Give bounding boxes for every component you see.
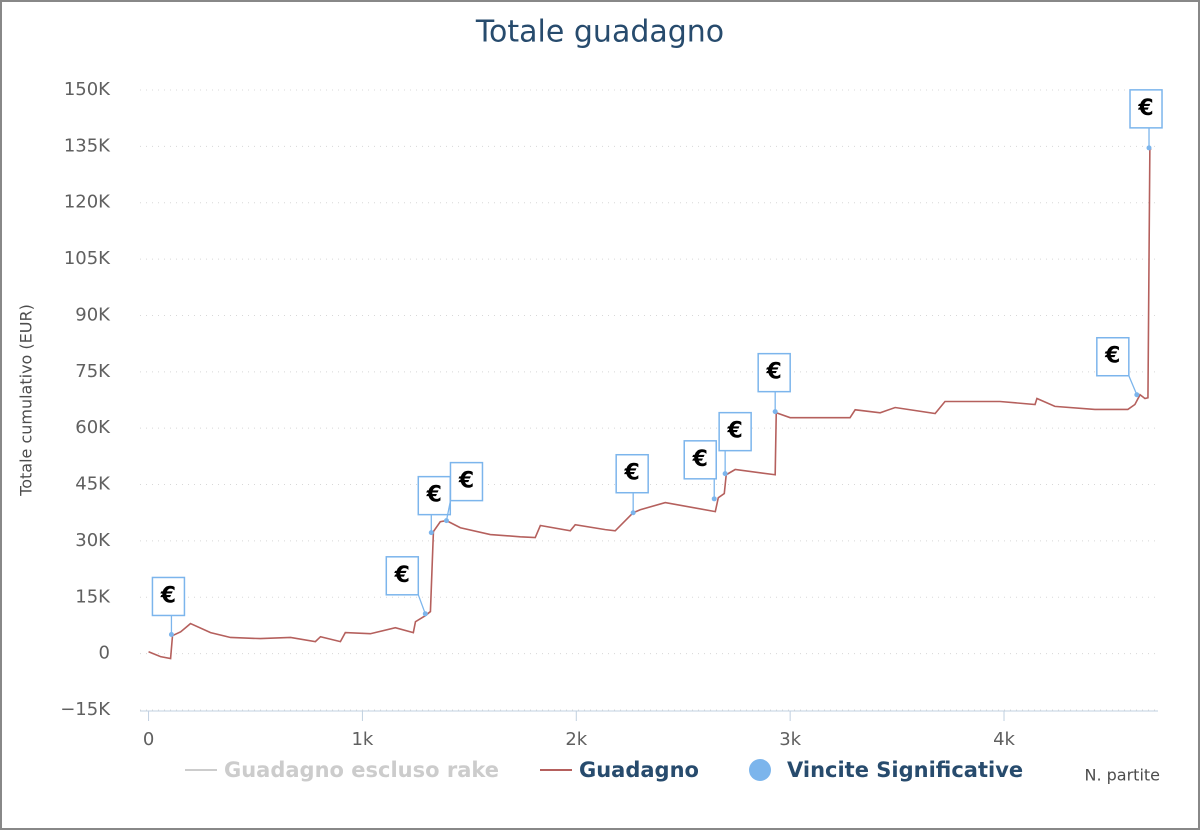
flag-box <box>449 461 484 502</box>
legend-item[interactable]: Vincite Significative <box>749 758 1023 782</box>
flag-box <box>151 576 186 617</box>
scatter-point <box>422 611 428 617</box>
scatter-point <box>630 510 636 516</box>
scatter-point <box>443 518 449 524</box>
y-tick-label: 0 <box>99 643 110 664</box>
x-tick-label: 4k <box>993 729 1015 750</box>
flag-box <box>385 556 420 596</box>
flag-box <box>683 440 717 480</box>
flag-label: € <box>692 447 708 472</box>
flag-connector <box>445 500 452 521</box>
scatter-point <box>722 471 728 477</box>
flag-label: € <box>624 461 640 486</box>
scatter-point <box>772 409 778 415</box>
legend-label: Guadagno escluso rake <box>224 758 499 782</box>
y-tick-label: 150K <box>64 79 111 100</box>
y-tick-label: 45K <box>75 474 111 495</box>
scatter-point <box>711 496 717 502</box>
y-tick-label: 15K <box>75 586 111 607</box>
legend-label: Guadagno <box>579 758 699 782</box>
y-axis-title: Totale cumulativo (EUR) <box>17 304 36 497</box>
scatter-point <box>1146 145 1152 151</box>
legend-label: Vincite Significative <box>787 758 1023 782</box>
flag-label: € <box>426 483 442 508</box>
flag-label: € <box>160 583 176 608</box>
scatter-point <box>1134 392 1140 398</box>
flag-connector <box>417 594 426 615</box>
x-tick-label: 2k <box>565 729 587 750</box>
flag-label: € <box>1137 96 1153 121</box>
flag-box <box>417 475 452 516</box>
flag-label: € <box>1104 344 1120 369</box>
flag-label: € <box>766 360 782 385</box>
scatter-point <box>168 631 174 637</box>
flag-box <box>615 453 649 494</box>
flag-label: € <box>394 563 410 588</box>
legend-symbol <box>749 759 771 781</box>
flag-box <box>757 352 791 393</box>
legend-item[interactable]: Guadagno escluso rake <box>185 758 499 782</box>
x-tick-label: 3k <box>779 729 801 750</box>
y-tick-label: −15K <box>60 699 111 720</box>
y-tick-label: 120K <box>64 192 111 213</box>
x-axis-title: N. partite <box>1084 766 1160 785</box>
y-tick-label: 30K <box>75 530 111 551</box>
legend-item[interactable]: Guadagno <box>540 758 699 782</box>
chart-title: Totale guadagno <box>475 15 724 50</box>
flag-label: € <box>726 419 742 444</box>
flag-box <box>1096 336 1130 377</box>
x-tick-label: 0 <box>143 729 154 750</box>
scatter-point <box>428 530 434 536</box>
y-tick-label: 135K <box>64 135 111 156</box>
y-tick-label: 75K <box>75 361 111 382</box>
flag-connector <box>1128 375 1138 395</box>
y-tick-label: 90K <box>75 304 111 325</box>
series-line <box>148 144 1152 660</box>
x-tick-label: 1k <box>351 729 373 750</box>
flag-box <box>1129 89 1163 129</box>
flag-box <box>718 411 752 452</box>
flag-label: € <box>458 469 474 494</box>
y-tick-label: 105K <box>64 248 111 269</box>
y-tick-label: 60K <box>75 417 111 438</box>
